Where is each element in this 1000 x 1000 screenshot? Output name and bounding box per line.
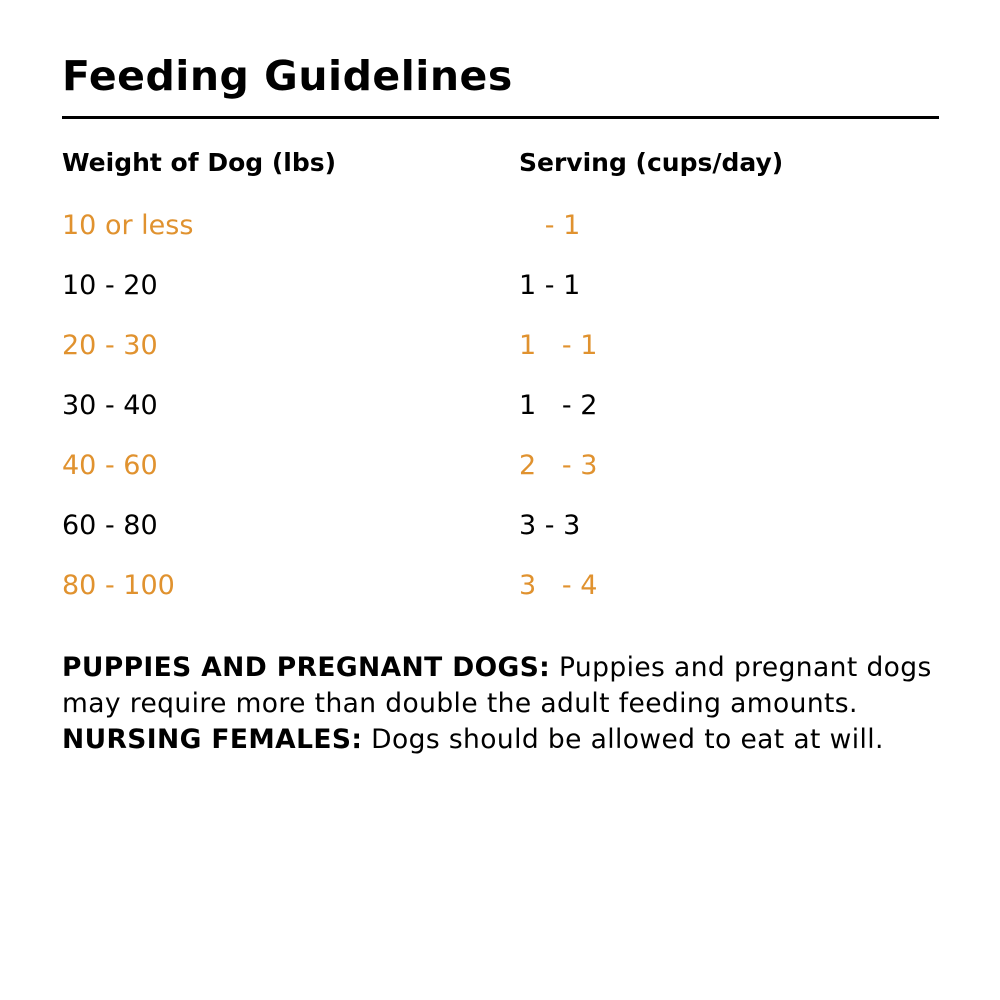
serving-cell: 2 - 3 (519, 450, 598, 481)
table-row: 20 - 30 1 - 1 (62, 330, 862, 370)
weight-column-header: Weight of Dog (lbs) (62, 148, 337, 177)
table-row: 10 or less - 1 (62, 210, 862, 250)
serving-cell: 3 - 3 (519, 510, 581, 541)
note-text-nursing: Dogs should be allowed to eat at will. (362, 724, 884, 755)
note-label-nursing: NURSING FEMALES: (62, 724, 363, 755)
serving-column-header: Serving (cups/day) (519, 148, 784, 177)
weight-cell: 80 - 100 (62, 570, 175, 601)
weight-cell: 40 - 60 (62, 450, 158, 481)
weight-cell: 60 - 80 (62, 510, 158, 541)
weight-cell: 10 or less (62, 210, 194, 241)
weight-cell: 20 - 30 (62, 330, 158, 361)
table-row: 30 - 40 1 - 2 (62, 390, 862, 430)
feeding-note: PUPPIES AND PREGNANT DOGS: Puppies and p… (62, 650, 942, 758)
table-row: 60 - 80 3 - 3 (62, 510, 862, 550)
weight-cell: 30 - 40 (62, 390, 158, 421)
weight-cell: 10 - 20 (62, 270, 158, 301)
serving-cell: 1 - 2 (519, 390, 598, 421)
serving-cell: - 1 (519, 210, 581, 241)
page-title: Feeding Guidelines (62, 52, 513, 100)
serving-cell: 1 - 1 (519, 270, 581, 301)
note-text-puppies: Puppies and pregnant dogs may require mo… (62, 652, 932, 719)
table-row: 80 - 100 3 - 4 (62, 570, 862, 610)
note-label-puppies: PUPPIES AND PREGNANT DOGS: (62, 652, 551, 683)
table-row: 40 - 60 2 - 3 (62, 450, 862, 490)
table-row: 10 - 20 1 - 1 (62, 270, 862, 310)
serving-cell: 1 - 1 (519, 330, 598, 361)
title-divider (62, 116, 939, 119)
serving-cell: 3 - 4 (519, 570, 598, 601)
